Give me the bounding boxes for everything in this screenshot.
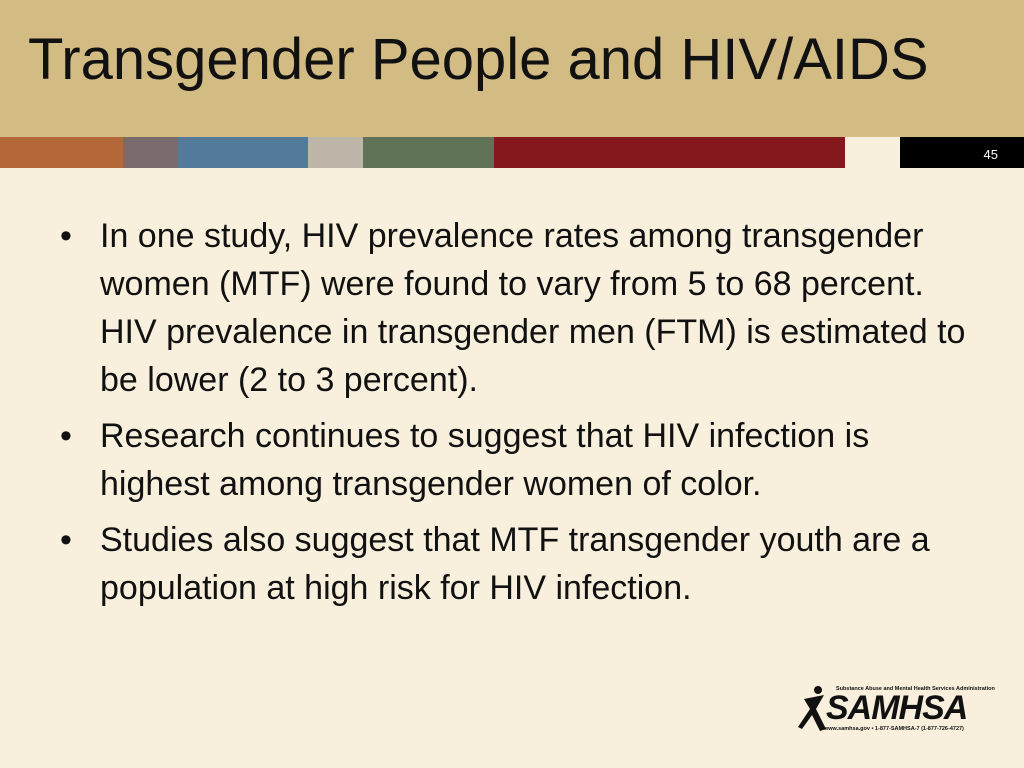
stripe <box>494 137 845 168</box>
logo-contact: www.samhsa.gov • 1-877-SAMHSA-7 (1-877-7… <box>824 726 964 732</box>
bullet: Studies also suggest that MTF transgende… <box>58 516 968 612</box>
header: Transgender People and HIV/AIDS <box>0 0 1024 137</box>
slide-title: Transgender People and HIV/AIDS <box>28 27 929 92</box>
bullet: Research continues to suggest that HIV i… <box>58 412 968 508</box>
logo-figure <box>798 686 826 731</box>
stripe <box>363 137 494 168</box>
stripe <box>123 137 178 168</box>
slide-number-box: 45 <box>900 137 1024 168</box>
stripe <box>308 137 363 168</box>
stripe <box>0 137 123 168</box>
logo-tagline: Substance Abuse and Mental Health Servic… <box>836 686 995 692</box>
bullet-list: In one study, HIV prevalence rates among… <box>58 212 968 620</box>
logo-name: SAMHSA <box>826 689 968 727</box>
stripe <box>178 137 308 168</box>
slide-number: 45 <box>983 147 998 162</box>
logo: Substance Abuse and Mental Health Servic… <box>798 683 995 733</box>
bullet: In one study, HIV prevalence rates among… <box>58 212 968 404</box>
